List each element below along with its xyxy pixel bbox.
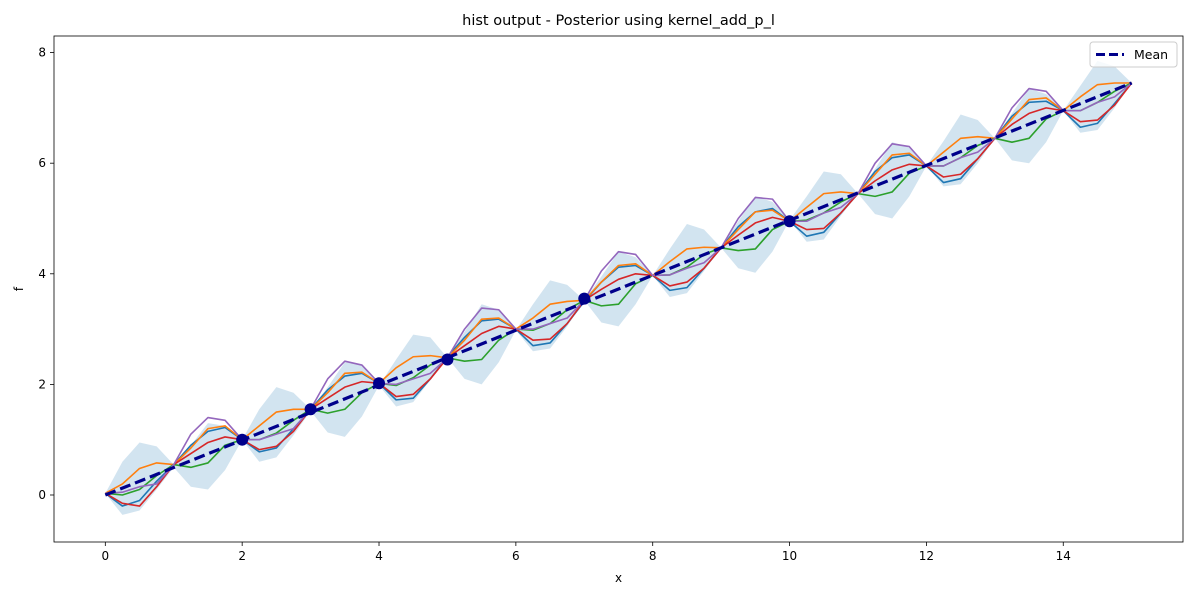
legend-box [1089, 41, 1178, 68]
x-axis-label: x [615, 571, 622, 585]
observation-point [578, 292, 591, 305]
plot-frame [53, 35, 1184, 543]
x-tick-label: 10 [782, 549, 797, 563]
posterior-samples [104, 82, 1133, 507]
x-tick-label: 2 [238, 549, 246, 563]
sample-line-2 [104, 82, 1132, 495]
y-tick-label: 2 [38, 377, 46, 391]
y-axis-label: f [12, 286, 26, 291]
mean-line [104, 81, 1133, 497]
y-tick-label: 6 [38, 156, 46, 170]
sample-line-5 [105, 82, 1133, 495]
x-tick-label: 4 [375, 549, 383, 563]
x-tick-label: 0 [101, 549, 109, 563]
observation-point [236, 433, 249, 446]
legend-mean-label: Mean [1134, 47, 1168, 62]
legend: Mean [1089, 41, 1178, 68]
observation-point [441, 353, 454, 366]
mean-line-layer [104, 81, 1133, 497]
observation-point [304, 403, 317, 416]
observation-point [783, 215, 796, 228]
y-tick-label: 8 [38, 46, 46, 60]
x-tick-label: 12 [919, 549, 934, 563]
x-tick-label: 8 [649, 549, 657, 563]
y-tick-label: 4 [38, 267, 46, 281]
chart-title: hist output - Posterior using kernel_add… [462, 13, 775, 29]
y-ticks: 0 2 4 6 8 [38, 46, 54, 502]
x-tick-label: 14 [1056, 549, 1071, 563]
x-ticks: 0 2 4 6 8 10 12 14 [101, 542, 1071, 563]
observation-points [236, 215, 796, 446]
axes [53, 35, 1184, 543]
sample-line-1 [104, 82, 1133, 507]
x-tick-label: 6 [512, 549, 520, 563]
observation-point [373, 377, 386, 390]
sample-line-4 [104, 82, 1133, 507]
y-tick-label: 0 [38, 488, 46, 502]
